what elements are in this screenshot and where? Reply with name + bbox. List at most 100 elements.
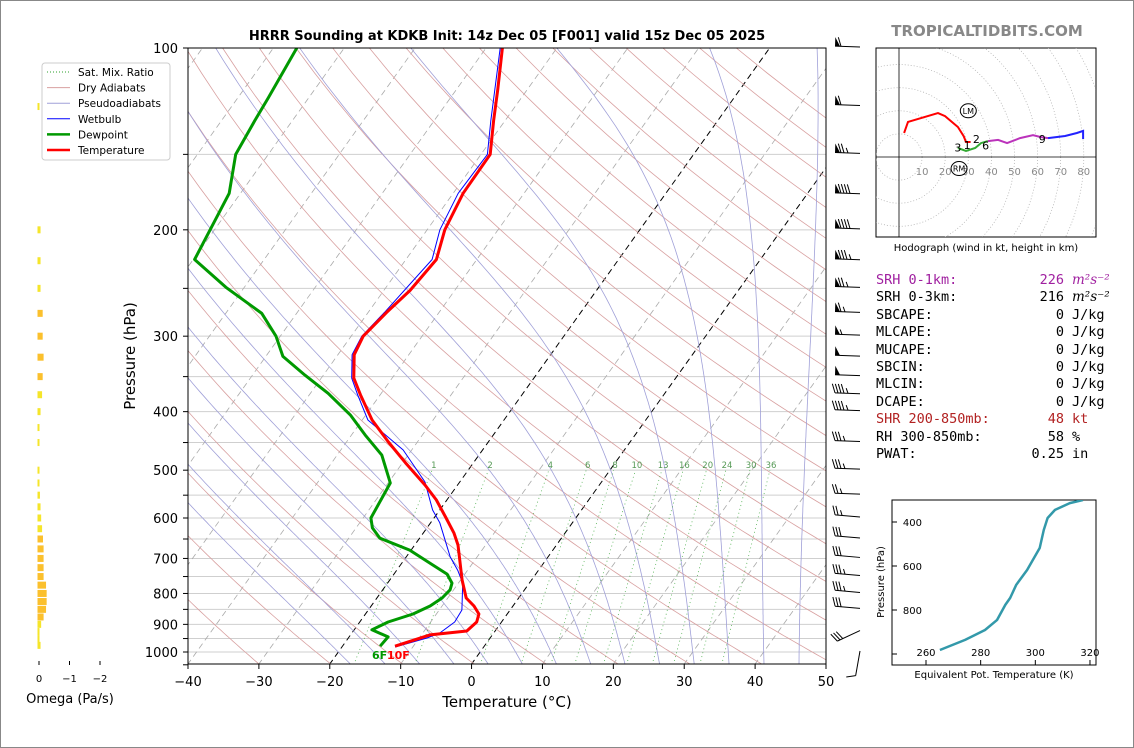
- omega-bar: [37, 373, 43, 381]
- wetbulb-line: [351, 48, 501, 648]
- barb-flag: [835, 95, 841, 105]
- barb-full: [834, 400, 839, 411]
- barb-shaft: [834, 467, 861, 470]
- wind-barb: [832, 545, 861, 558]
- barb-full: [846, 219, 851, 229]
- omega-bar: [37, 491, 40, 499]
- theta-e-x-tick-label: 320: [1080, 648, 1099, 659]
- omega-bar: [37, 424, 40, 432]
- barb-flag: [835, 37, 841, 47]
- mixing-ratio-label: 8: [612, 461, 617, 471]
- wind-barb: [834, 183, 861, 195]
- theta-e-y-tick-label: 800: [903, 606, 922, 617]
- wind-barb: [830, 630, 861, 642]
- barb-full: [843, 219, 848, 229]
- omega-bar: [37, 554, 44, 562]
- barb-full: [831, 459, 836, 469]
- wind-barb: [834, 325, 861, 336]
- moist-adiabat: [709, 48, 765, 664]
- omega-bar: [37, 589, 47, 597]
- barb-full: [837, 143, 842, 153]
- watermark: TROPICALTIDBITS.COM: [891, 22, 1083, 40]
- hodograph-grid: [876, 48, 1096, 237]
- barb-shaft: [834, 192, 861, 195]
- storm-motion-marker: [950, 161, 968, 177]
- omega-bar: [37, 309, 43, 317]
- omega-bar: [37, 332, 43, 340]
- legend: Sat. Mix. Ratio Dry Adiabats Pseudoadiabat…: [41, 62, 171, 161]
- stat-value: 48: [1047, 411, 1064, 428]
- barb-full: [832, 580, 836, 591]
- y-tick-label: 900: [153, 618, 178, 633]
- omega-bar: [37, 466, 40, 474]
- barb-full: [833, 632, 841, 641]
- dry-adiabat: [188, 472, 404, 664]
- hodograph-ring-label: 30: [962, 167, 975, 178]
- barb-shaft: [835, 572, 861, 577]
- y-tick-label: 100: [153, 42, 178, 57]
- mixing-ratio-label: 36: [766, 461, 777, 471]
- stat-label: SRH 0-3km:: [876, 289, 958, 306]
- stat-label: SBCIN:: [876, 359, 925, 376]
- barb-full: [837, 183, 842, 194]
- wind-barb: [834, 37, 861, 48]
- isotherm: [400, 67, 826, 664]
- moist-adiabat: [188, 110, 592, 664]
- barb-full: [840, 277, 845, 287]
- dry-adiabat: [442, 48, 826, 368]
- mixing-ratio-line: [673, 470, 727, 664]
- hodograph-segment: [957, 140, 989, 153]
- barb-half: [843, 585, 846, 592]
- barb-full: [832, 526, 836, 536]
- mixing-ratio-label: 6: [585, 461, 590, 471]
- mixing-ratio-label: 1: [431, 461, 436, 471]
- stat-row: PWAT: 0.25 in: [876, 446, 1110, 463]
- barb-flag: [835, 277, 841, 287]
- omega-axis-label: Omega (Pa/s): [26, 692, 114, 707]
- barb-flag: [835, 249, 841, 260]
- stat-row: SRH 0-1km: 226 m²s⁻²: [876, 272, 1110, 289]
- mixing-ratio-line: [603, 470, 663, 664]
- x-tick-label: −10: [387, 675, 414, 690]
- barb-half: [845, 404, 849, 411]
- barb-full: [831, 383, 836, 393]
- hodograph-height-label: 6: [982, 139, 989, 152]
- moist-adiabat: [188, 463, 386, 664]
- dry-adiabat: [188, 410, 476, 664]
- barb-full: [835, 505, 839, 516]
- barb-full: [838, 597, 842, 607]
- stat-label: MLCAPE:: [876, 324, 933, 341]
- wind-barb: [831, 383, 861, 395]
- dry-adiabat: [188, 535, 332, 664]
- barb-full: [831, 484, 836, 494]
- barb-full: [837, 431, 842, 442]
- moist-adiabat: [798, 48, 819, 664]
- x-tick-label: −30: [245, 675, 272, 690]
- stat-unit: %: [1072, 428, 1081, 445]
- wind-barb: [832, 526, 861, 539]
- sounding-parameters: SRH 0-1km: 226 m²s⁻² SRH 0-3km: 216 m²s⁻² SBCA…: [876, 272, 1110, 463]
- x-tick-label: 10: [534, 675, 551, 690]
- omega-bar: [37, 439, 40, 447]
- mixing-ratio-label: 30: [746, 461, 757, 471]
- barb-flag: [835, 143, 841, 153]
- stat-row: MLCAPE: 0 J/kg: [876, 324, 1110, 341]
- hodograph-ring-label: 70: [1054, 167, 1067, 178]
- theta-e-x-tick-label: 260: [916, 648, 935, 659]
- stat-row: SBCIN: 0 J/kg: [876, 359, 1110, 376]
- stat-value: 0: [1055, 393, 1064, 410]
- mixing-ratio-line: [651, 470, 707, 664]
- stat-row: MLCIN: 0 J/kg: [876, 376, 1110, 393]
- dry-adiabat: [188, 289, 619, 664]
- wind-barb: [834, 302, 861, 313]
- storm-motion-marker: [959, 103, 977, 119]
- wind-barb: [834, 95, 861, 107]
- dry-adiabat: [222, 48, 826, 582]
- wind-barbs: [825, 37, 861, 678]
- skewt-background-lines: 1 2 4 6 8 10 13 16 20 24 30 36: [188, 48, 826, 664]
- y-tick-label: 700: [153, 552, 178, 567]
- omega-bar: [37, 635, 40, 643]
- x-tick-label: 20: [605, 675, 622, 690]
- mixing-ratio-label: 13: [658, 461, 669, 471]
- stat-row: DCAPE: 0 J/kg: [876, 394, 1110, 411]
